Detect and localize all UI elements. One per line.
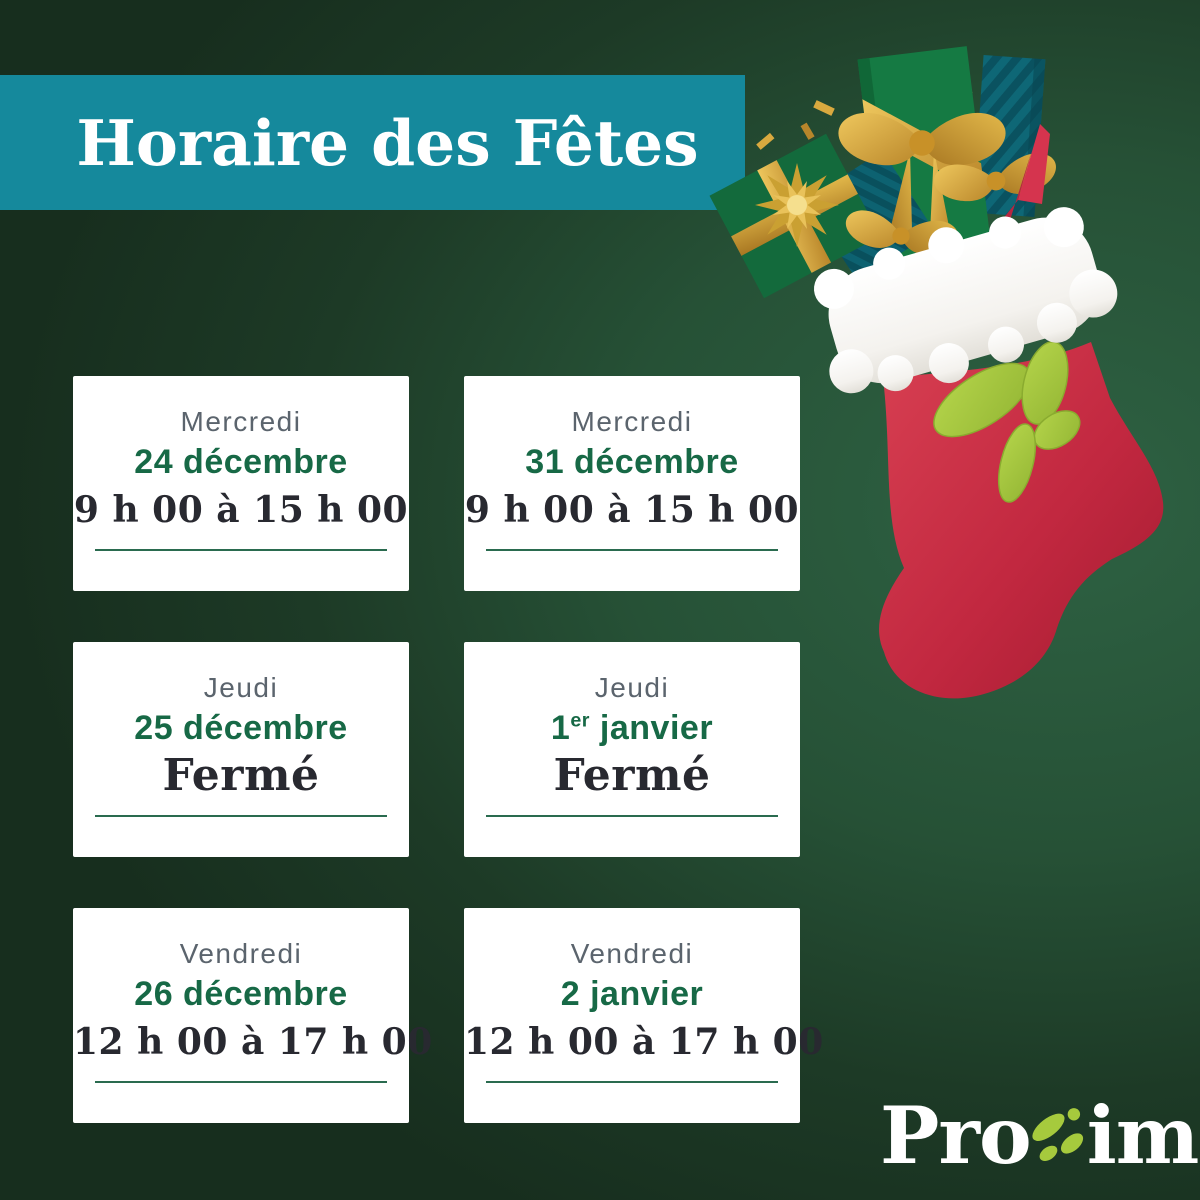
date-label: 26 décembre: [134, 974, 348, 1013]
stocking-gifts-illustration: [709, 46, 1164, 699]
day-label: Vendredi: [179, 938, 303, 969]
day-label: Mercredi: [571, 406, 693, 437]
day-label: Jeudi: [203, 672, 279, 703]
schedule-card-dec24: Mercredi 24 décembre 9 h 00 à 15 h 00: [73, 376, 409, 591]
schedule-card-dec31: Mercredi 31 décembre 9 h 00 à 15 h 00: [464, 376, 800, 591]
stocking-x-petals: [933, 341, 1081, 503]
schedule-card-jan2: Vendredi 2 janvier 12 h 00 à 17 h 00: [464, 908, 824, 1123]
underline: [95, 815, 387, 817]
day-label: Jeudi: [594, 672, 670, 703]
underline: [95, 1081, 387, 1083]
day-label: Vendredi: [570, 938, 694, 969]
schedule-card-dec26: Vendredi 26 décembre 12 h 00 à 17 h 00: [73, 908, 433, 1123]
underline: [95, 549, 387, 551]
proxim-logo: Pro im: [880, 1088, 1200, 1182]
hours-label: 9 h 00 à 15 h 00: [73, 489, 409, 531]
proxim-x-petals-icon: [1032, 1108, 1083, 1161]
fur-cuff: [813, 207, 1118, 394]
schedule-card-jan1: Jeudi 1er janvier Fermé: [464, 642, 800, 857]
closed-label: Fermé: [553, 750, 711, 801]
logo-text-im: im: [1086, 1089, 1200, 1182]
date-label: 25 décembre: [134, 708, 348, 747]
hours-label: 12 h 00 à 17 h 00: [464, 1021, 824, 1063]
schedule-card-dec25: Jeudi 25 décembre Fermé: [73, 642, 409, 857]
ordinal-superscript: er: [570, 709, 590, 732]
hours-label: 9 h 00 à 15 h 00: [464, 489, 800, 531]
schedule-grid: Mercredi 24 décembre 9 h 00 à 15 h 00 Me…: [73, 376, 824, 1123]
day-label: Mercredi: [180, 406, 302, 437]
hours-label: 12 h 00 à 17 h 00: [73, 1021, 433, 1063]
gift-boxes: [709, 46, 1060, 299]
title-banner: Horaire des Fêtes: [0, 75, 745, 210]
logo-text-pro: Pro: [880, 1089, 1032, 1182]
underline: [486, 1081, 778, 1083]
underline: [486, 815, 778, 817]
underline: [486, 549, 778, 551]
date-label: 24 décembre: [134, 442, 348, 481]
page-title: Horaire des Fêtes: [76, 105, 699, 180]
date-label: 31 décembre: [525, 442, 739, 481]
date-label: 2 janvier: [560, 974, 704, 1013]
gold-bows: [838, 112, 1060, 259]
closed-label: Fermé: [162, 750, 320, 801]
gold-star-bow: [755, 163, 839, 247]
date-label: 1er janvier: [550, 708, 714, 747]
